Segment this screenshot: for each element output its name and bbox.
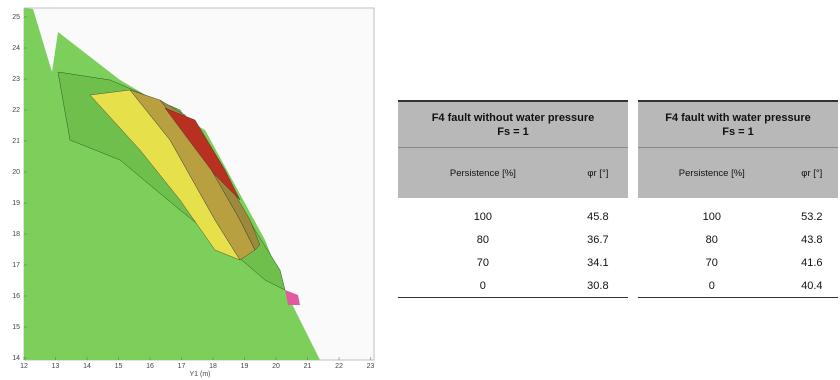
table-cell: 80	[476, 233, 489, 246]
y-tick-label: 23	[12, 76, 20, 83]
block-band	[164, 107, 241, 201]
y-tick-label: 24	[12, 45, 20, 52]
x-tick-label: 15	[115, 363, 123, 370]
y-tick-label: 18	[12, 231, 20, 238]
y-tick-label: 25	[12, 14, 20, 21]
table-cell: 70	[705, 256, 718, 269]
table-title-row: F4 fault with water pressure Fs = 1	[638, 100, 838, 148]
x-tick-label: 14	[83, 363, 91, 370]
y-tick-label: 16	[12, 293, 20, 300]
table-subtitle: Fs = 1	[497, 125, 529, 138]
table-title-row: F4 fault without water pressure Fs = 1	[398, 100, 628, 148]
x-tick-label: 19	[241, 363, 249, 370]
table-row: 70 41.6	[638, 251, 838, 274]
table-row: 100 45.8	[398, 198, 628, 228]
x-tick-label: 23	[367, 363, 375, 370]
table-cell: 34.1	[587, 256, 609, 269]
block-band	[285, 290, 300, 305]
table-row: 80 36.7	[398, 228, 628, 251]
column-header: φr [°]	[785, 147, 838, 198]
table-row: 0 40.4	[638, 274, 838, 298]
table-title: F4 fault with water pressure Fs = 1	[638, 100, 838, 148]
x-tick-label: 16	[146, 363, 154, 370]
column-header: Persistence [%]	[398, 147, 568, 198]
y-tick-label: 17	[12, 262, 20, 269]
table-subtitle: Fs = 1	[722, 125, 754, 138]
table-header-row: Persistence [%] φr [°]	[638, 147, 838, 198]
x-tick-label: 17	[178, 363, 186, 370]
x-axis-label: Y1 (m)	[190, 371, 211, 378]
table-title-text: F4 fault without water pressure	[431, 111, 595, 124]
table-cell: 53.2	[801, 210, 823, 223]
table-cell: 41.6	[801, 256, 823, 269]
table-row: 70 34.1	[398, 251, 628, 274]
table-cell: 70	[476, 256, 489, 269]
table-cell: 100	[473, 210, 493, 223]
table-cell: 45.8	[587, 210, 609, 223]
table-cell: 0	[398, 274, 568, 298]
x-tick-label: 18	[209, 363, 217, 370]
table-cell: 43.8	[801, 233, 823, 246]
y-tick-label: 19	[12, 200, 20, 207]
x-tick-label: 21	[304, 363, 312, 370]
x-tick-label: 12	[20, 363, 28, 370]
table-row: 80 43.8	[638, 228, 838, 251]
x-tick-label: 13	[52, 363, 60, 370]
y-tick-label: 22	[12, 107, 20, 114]
table-cell: 0	[638, 274, 786, 298]
column-header: φr [°]	[567, 147, 628, 198]
table-header-row: Persistence [%] φr [°]	[398, 147, 628, 198]
data-table: F4 fault without water pressure Fs = 1 Per…	[398, 100, 628, 298]
table-cell: 100	[702, 210, 721, 223]
x-tick-label: 22	[335, 363, 343, 370]
table-cell: 80	[705, 233, 718, 246]
table-row: 100 53.2	[638, 198, 838, 228]
table-row: 0 30.8	[398, 274, 628, 298]
y-tick-label: 21	[12, 138, 20, 145]
y-tick-label: 15	[12, 324, 20, 331]
y-tick-label: 20	[12, 169, 20, 176]
table-cell: 30.8	[567, 274, 628, 298]
column-header: Persistence [%]	[638, 147, 786, 198]
data-table: F4 fault with water pressure Fs = 1 Persis…	[638, 100, 838, 298]
x-tick-label: 20	[272, 363, 280, 370]
y-tick-label: 14	[12, 355, 20, 362]
table-cell: 36.7	[587, 233, 609, 246]
table-cell: 40.4	[785, 274, 838, 298]
table-title: F4 fault without water pressure Fs = 1	[398, 100, 628, 148]
table-title-text: F4 fault with water pressure	[665, 111, 811, 124]
